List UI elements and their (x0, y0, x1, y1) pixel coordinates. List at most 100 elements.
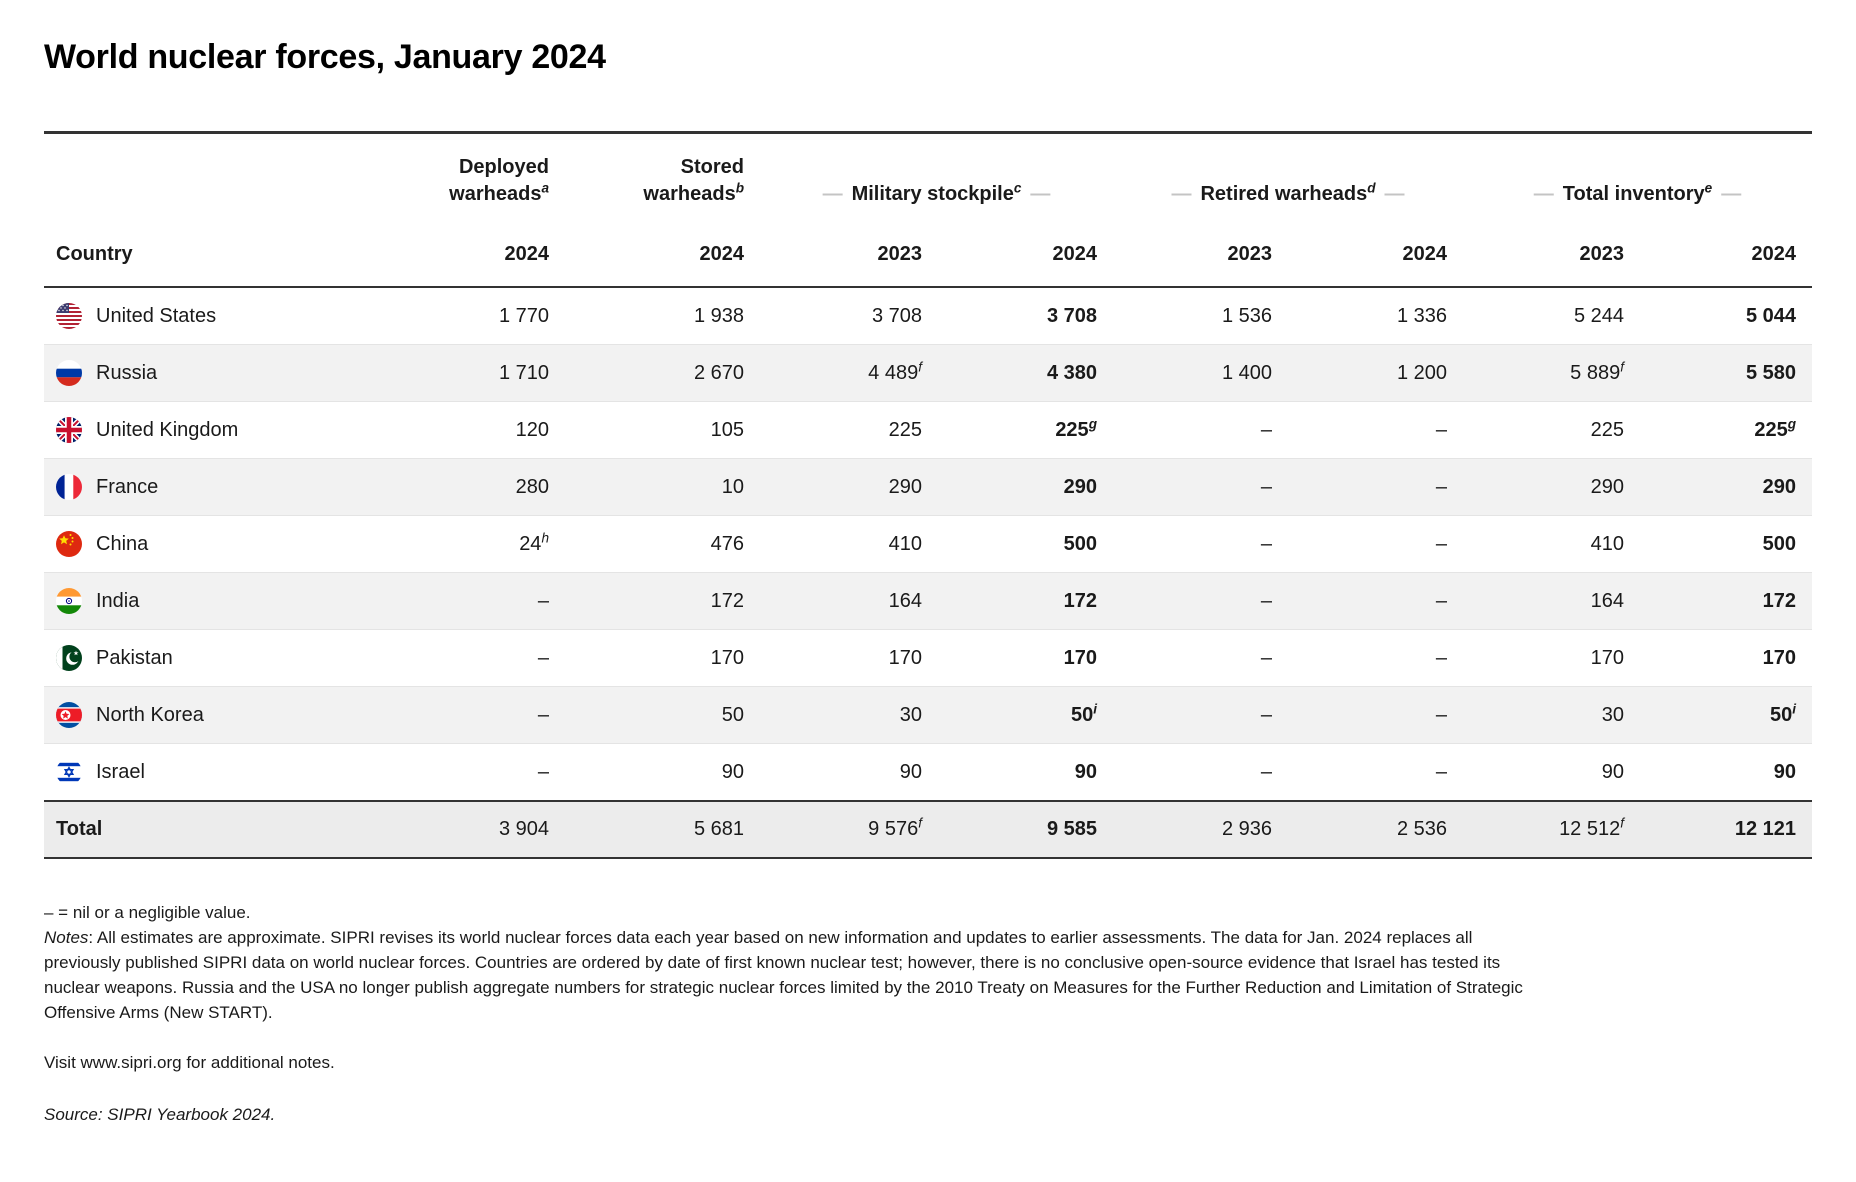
value-cell: 3 708 (1046, 304, 1097, 327)
year-column-header: 2023 (1463, 209, 1641, 288)
country-name: Pakistan (96, 646, 173, 669)
value-cell: 500 (1640, 515, 1813, 573)
value-cell: 90 (565, 743, 760, 801)
table-body: United States 1 770 1 938 3 708 3 708 1 536 1 … (44, 287, 1813, 859)
footnote-superscript: i (1792, 700, 1797, 716)
value-cell: 1 938 (693, 304, 744, 327)
value-cell: 1 336 (1396, 304, 1448, 327)
footnote-superscript: h (541, 529, 549, 545)
country-name: France (96, 475, 159, 498)
footnote-superscript: f (1620, 815, 1625, 831)
total-value-cell: 2 936 (1113, 800, 1288, 859)
value-cell: – (1113, 458, 1288, 516)
header-dash-icon: — (1533, 183, 1554, 205)
us-flag-icon (56, 303, 82, 329)
value-cell: 170 (760, 629, 938, 687)
value-cell: 50i (1640, 686, 1813, 744)
sipri-nuclear-forces-page: World nuclear forces, January 2024 Deplo… (44, 38, 1813, 1128)
table-row: Israel –90 90 90– –90 90 (44, 743, 1813, 801)
footnote-superscript: g (1787, 415, 1797, 431)
year-column-header: 2024 (565, 209, 760, 288)
value-cell: – (1113, 629, 1288, 687)
footnote-superscript: f (1620, 358, 1625, 374)
footnote-superscript: e (1704, 180, 1713, 196)
value-cell: 290 (1640, 458, 1813, 516)
value-cell: 24h (349, 515, 565, 573)
footnote-superscript: b (735, 180, 744, 196)
total-value-cell: 3 904 (349, 800, 565, 859)
value-cell: 3 708 (871, 304, 922, 327)
total-value-cell: 12 512f (1463, 800, 1641, 859)
value-cell: 290 (1463, 458, 1641, 516)
year-column-header: 2024 (1640, 209, 1813, 288)
value-cell: – (349, 572, 565, 630)
table-row: Pakistan –170 170 170– –170 170 (44, 629, 1813, 687)
footnote-superscript: i (1093, 700, 1097, 716)
country-cell: United Kingdom (44, 401, 349, 459)
column-group-header-row: Deployed warheadsa Stored warheadsb — Militar… (44, 131, 1813, 209)
value-cell: 4 489f (760, 344, 938, 402)
value-cell: – (1113, 686, 1288, 744)
country-cell: Russia (44, 344, 349, 402)
value-cell: – (1288, 629, 1464, 687)
table-row: United States 1 770 1 938 3 708 3 708 1 536 1 … (44, 287, 1812, 345)
country-cell: United States (44, 287, 349, 345)
value-cell: 280 (349, 458, 565, 516)
value-cell: – (1113, 401, 1288, 459)
footnote-superscript: c (1013, 180, 1022, 196)
header-dash-icon: — (822, 183, 843, 205)
north-korea-flag-icon (56, 702, 82, 728)
value-cell: 30 (760, 686, 938, 744)
value-cell: 1 200 (1288, 344, 1464, 402)
value-cell: – (349, 686, 565, 744)
country-cell: North Korea (44, 686, 349, 744)
value-cell: – (1113, 572, 1288, 630)
value-cell: – (1288, 572, 1464, 630)
page-title: World nuclear forces, January 2024 (44, 38, 606, 76)
value-cell: – (349, 743, 565, 801)
israel-flag-icon (56, 759, 82, 785)
notes-text: : All estimates are approximate. SIPRI r… (44, 927, 1523, 1022)
value-cell: 30 (1463, 686, 1641, 744)
value-cell: 290 (938, 458, 1113, 516)
value-cell: 10 (565, 458, 760, 516)
value-cell: 90 (1640, 743, 1813, 801)
value-cell: 225g (1640, 401, 1813, 459)
total-value-cell: 12 121 (1640, 800, 1813, 859)
visit-note: Visit www.sipri.org for additional notes… (44, 1052, 335, 1072)
footnote-superscript: f (918, 815, 922, 831)
footnotes-section: – = nil or a negligible value. Notes: Al… (44, 901, 1526, 1128)
country-cell: China (44, 515, 349, 573)
russia-flag-icon (56, 360, 82, 386)
year-column-header: 2024 (1288, 209, 1464, 288)
column-group-header: Deployed warheadsa (349, 131, 565, 209)
value-cell: 2 670 (565, 344, 760, 402)
value-cell: 90 (1463, 743, 1641, 801)
value-cell: 5 580 (1640, 344, 1813, 402)
value-cell: 225g (938, 401, 1113, 459)
value-cell: 170 (1640, 629, 1813, 687)
value-cell: 225 (760, 401, 938, 459)
notes-label: Notes (44, 927, 89, 947)
france-flag-icon (56, 474, 82, 500)
country-name: North Korea (96, 703, 204, 726)
table-row: Russia 1 710 2 670 4 489f 4 380 1 400 1 200 5 8… (44, 344, 1813, 402)
value-cell: 170 (1463, 629, 1641, 687)
value-cell: – (1288, 458, 1464, 516)
column-group-header: — Military stockpilec — (760, 131, 1113, 209)
country-name: United Kingdom (96, 418, 239, 441)
country-cell: India (44, 572, 349, 630)
header-dash-icon: — (1171, 183, 1192, 205)
empty-header-cell (44, 131, 349, 209)
value-cell: 290 (760, 458, 938, 516)
total-value-cell: 9 576f (760, 800, 938, 859)
country-name: China (96, 532, 149, 555)
pakistan-flag-icon (56, 645, 82, 671)
year-column-header: 2023 (760, 209, 938, 288)
value-cell: 105 (565, 401, 760, 459)
value-cell: 5 244 (1573, 304, 1625, 327)
value-cell: 90 (938, 743, 1113, 801)
value-cell: 164 (1463, 572, 1641, 630)
country-column-header: Country (44, 209, 349, 288)
total-value-cell: 5 681 (565, 800, 760, 859)
